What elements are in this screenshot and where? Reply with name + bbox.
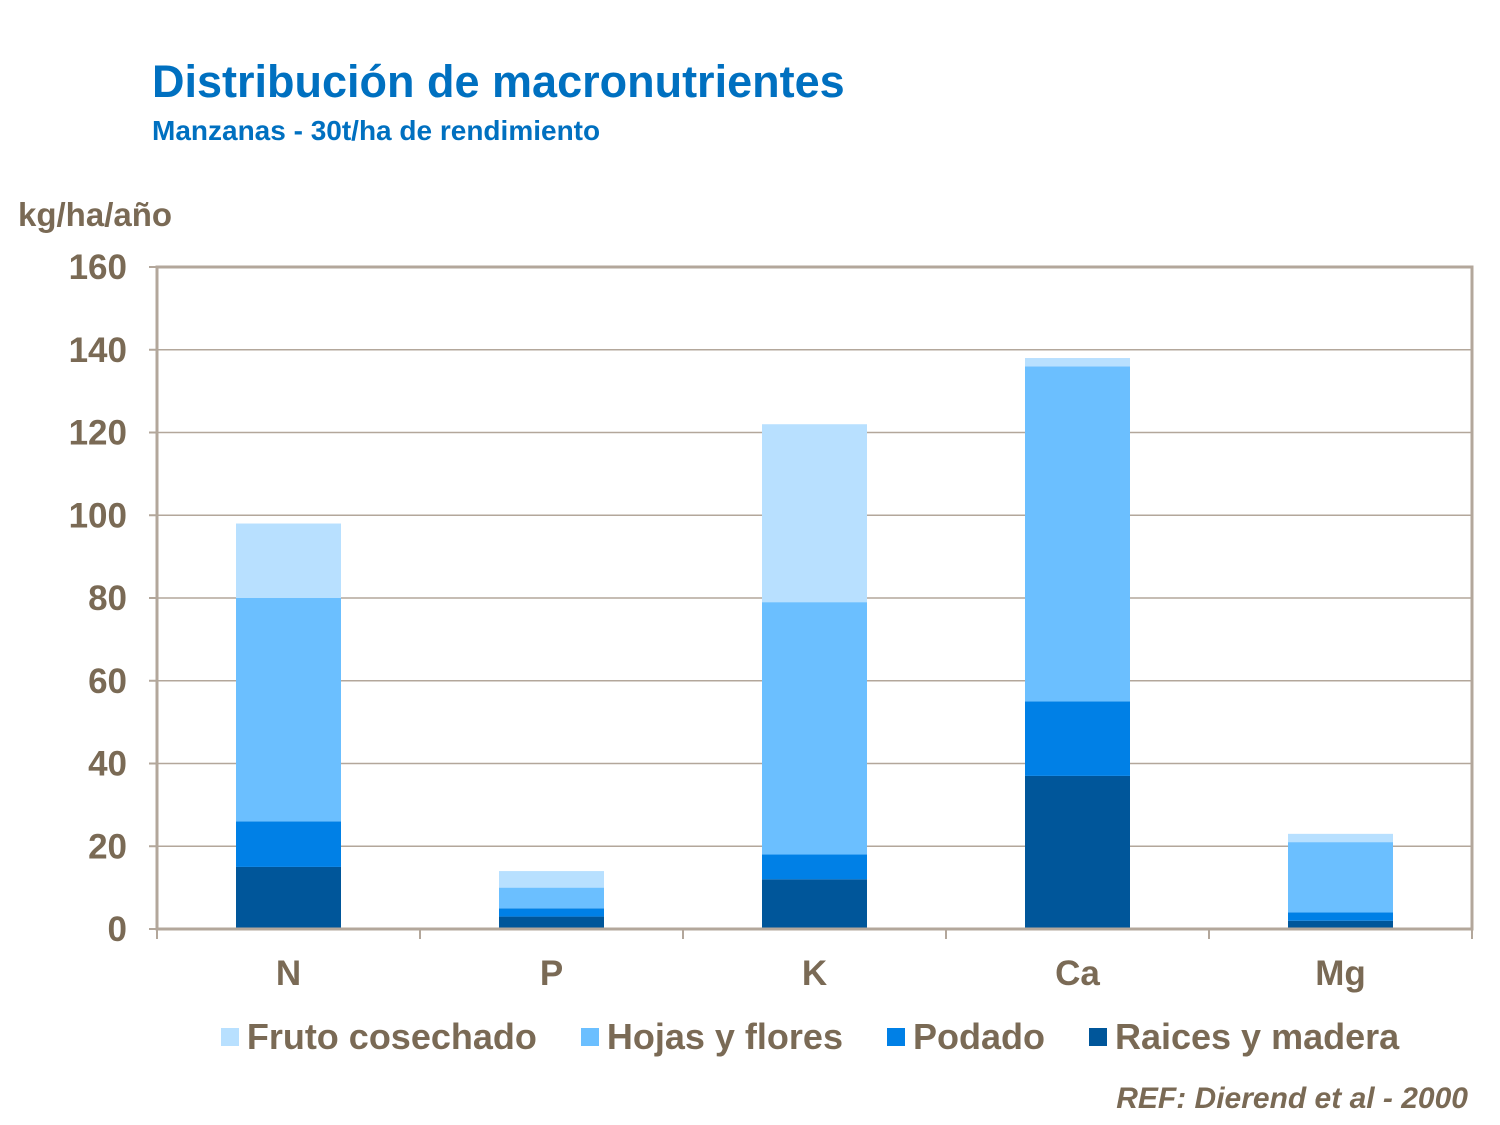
bar-N-podado xyxy=(236,821,341,867)
bar-P-podado xyxy=(499,908,604,917)
legend-item: Fruto cosechado xyxy=(220,1016,537,1058)
bar-P-raices-y-madera xyxy=(499,916,604,929)
y-tick-label: 120 xyxy=(69,414,127,453)
bar-P-fruto-cosechado xyxy=(499,871,604,888)
legend-swatch xyxy=(580,1028,599,1046)
bar-N-hojas-y-flores xyxy=(236,598,341,822)
bar-Mg-podado xyxy=(1288,912,1393,921)
chart-subtitle: Manzanas - 30t/ha de rendimiento xyxy=(152,115,601,146)
reference-note: REF: Dierend et al - 2000 xyxy=(1116,1082,1468,1115)
legend-swatch xyxy=(886,1028,905,1046)
bar-Mg-fruto-cosechado xyxy=(1288,833,1393,843)
legend: Fruto cosechado Hojas y flores Podado Raice… xyxy=(0,1016,1500,1058)
y-tick-label: 160 xyxy=(69,248,127,287)
bar-K-fruto-cosechado xyxy=(762,424,867,603)
y-tick-label: 80 xyxy=(88,579,127,618)
bar-K-raices-y-madera xyxy=(762,879,867,929)
legend-label: Hojas y flores xyxy=(606,1016,843,1057)
bar-Mg-raices-y-madera xyxy=(1288,920,1393,929)
x-tick-label: P xyxy=(540,954,563,993)
y-tick-label: 0 xyxy=(108,910,127,949)
bar-Ca-hojas-y-flores xyxy=(1025,366,1130,702)
y-tick-label: 60 xyxy=(88,662,127,701)
bar-N-raices-y-madera xyxy=(236,866,341,929)
legend-item: Raices y madera xyxy=(1088,1016,1400,1058)
legend-label: Podado xyxy=(912,1016,1045,1057)
x-tick-label: Mg xyxy=(1315,954,1366,993)
bar-Ca-podado xyxy=(1025,701,1130,776)
bar-Mg-hojas-y-flores xyxy=(1288,842,1393,913)
legend-swatch xyxy=(1088,1028,1107,1046)
legend-label: Raices y madera xyxy=(1114,1016,1400,1057)
bar-Ca-raices-y-madera xyxy=(1025,775,1130,929)
bar-K-hojas-y-flores xyxy=(762,602,867,855)
x-tick-label: N xyxy=(276,954,301,993)
legend-item: Hojas y flores xyxy=(580,1016,843,1058)
bar-P-hojas-y-flores xyxy=(499,887,604,909)
bar-N-fruto-cosechado xyxy=(236,523,341,598)
x-tick-label: Ca xyxy=(1055,954,1100,993)
legend-item: Podado xyxy=(886,1016,1045,1058)
y-tick-label: 40 xyxy=(88,745,127,784)
bar-Ca-fruto-cosechado xyxy=(1025,358,1130,367)
y-tick-label: 140 xyxy=(69,331,127,370)
legend-swatch xyxy=(220,1028,239,1046)
chart-title: Distribución de macronutrientes xyxy=(152,56,845,107)
y-axis-label: kg/ha/año xyxy=(18,196,173,233)
x-tick-label: K xyxy=(802,954,827,993)
y-tick-label: 20 xyxy=(88,827,127,866)
legend-label: Fruto cosechado xyxy=(246,1016,537,1057)
y-tick-label: 100 xyxy=(69,496,127,535)
bar-K-podado xyxy=(762,854,867,880)
